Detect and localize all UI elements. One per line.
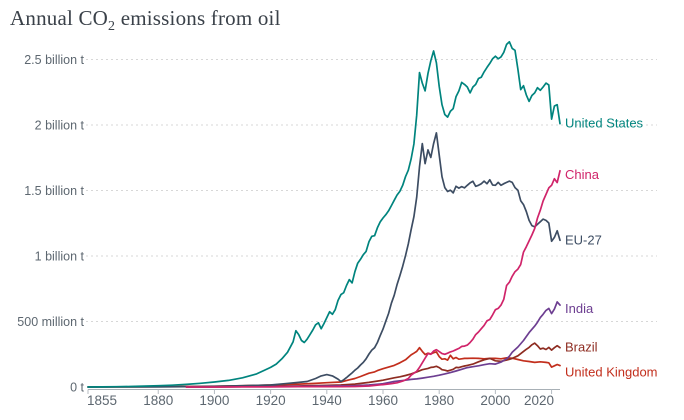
y-tick-label-0: 0 t — [70, 381, 84, 395]
y-tick-label-2500: 2.5 billion t — [24, 53, 84, 67]
series-label-china[interactable]: China — [565, 167, 600, 182]
y-tick-label-1000: 1 billion t — [35, 250, 85, 264]
line-eu-27[interactable] — [87, 132, 561, 388]
series-label-india[interactable]: India — [565, 301, 594, 316]
x-tick-label-2020: 2020 — [524, 393, 554, 408]
x-tick-label-1940: 1940 — [312, 393, 342, 408]
line-brazil[interactable] — [185, 342, 561, 388]
y-tick-label-2000: 2 billion t — [35, 119, 85, 133]
series-label-eu-27[interactable]: EU-27 — [565, 232, 602, 247]
x-tick-label-2000: 2000 — [480, 393, 510, 408]
x-tick-label-1980: 1980 — [424, 393, 454, 408]
x-tick-label-1900: 1900 — [199, 393, 229, 408]
y-tick-label-500: 500 million t — [17, 315, 84, 329]
line-united-states[interactable] — [87, 40, 561, 388]
page-title: Annual CO2 emissions from oil — [10, 6, 281, 35]
title-prefix: Annual CO — [10, 6, 109, 30]
line-united-kingdom[interactable] — [87, 346, 561, 388]
x-tick-label-1855: 1855 — [87, 393, 117, 408]
series-label-united-states[interactable]: United States — [565, 116, 644, 131]
series-label-brazil[interactable]: Brazil — [565, 340, 598, 355]
title-suffix: emissions from oil — [115, 6, 281, 30]
x-tick-label-1880: 1880 — [143, 393, 173, 408]
y-tick-label-1500: 1.5 billion t — [24, 184, 84, 198]
line-india[interactable] — [185, 301, 561, 388]
x-tick-label-1960: 1960 — [368, 393, 398, 408]
title-subscript: 2 — [108, 19, 116, 35]
series-label-united-kingdom[interactable]: United Kingdom — [565, 365, 658, 380]
x-tick-label-1920: 1920 — [256, 393, 286, 408]
line-china[interactable] — [185, 169, 561, 388]
